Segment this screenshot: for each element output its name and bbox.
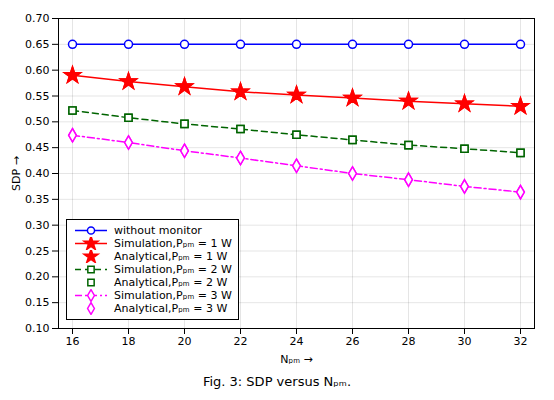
svg-text:0.70: 0.70 (25, 12, 50, 25)
svg-text:16: 16 (66, 335, 80, 348)
svg-text:0.65: 0.65 (25, 38, 50, 51)
svg-text:SDP →: SDP → (10, 156, 23, 191)
svg-text:Nₚₘ →: Nₚₘ → (280, 353, 313, 366)
svg-text:0.55: 0.55 (25, 90, 50, 103)
svg-text:0.40: 0.40 (25, 167, 50, 180)
svg-text:32: 32 (514, 335, 528, 348)
svg-text:28: 28 (402, 335, 416, 348)
svg-text:0.10: 0.10 (25, 322, 50, 335)
html-text:Analytical,Pₚₘ = 1 W: Analytical,Pₚₘ = 1 W (114, 250, 228, 263)
html-text:Simulation,Pₚₘ = 2 W: Simulation,Pₚₘ = 2 W (114, 263, 232, 276)
svg-text:0.20: 0.20 (25, 270, 50, 283)
svg-text:0.35: 0.35 (25, 193, 50, 206)
svg-text:0.50: 0.50 (25, 115, 50, 128)
svg-text:18: 18 (122, 335, 136, 348)
svg-text:0.60: 0.60 (25, 64, 50, 77)
svg-text:24: 24 (290, 335, 304, 348)
html-text:Analytical,Pₚₘ = 2 W: Analytical,Pₚₘ = 2 W (114, 276, 228, 289)
svg-text:0.45: 0.45 (25, 141, 50, 154)
html-text:without monitor: without monitor (114, 224, 202, 237)
html-text:Simulation,Pₚₘ = 1 W: Simulation,Pₚₘ = 1 W (114, 237, 232, 250)
svg-text:22: 22 (234, 335, 248, 348)
svg-text:30: 30 (458, 335, 472, 348)
html-text:Fig. 3: SDP versus Nₚₘ.: Fig. 3: SDP versus Nₚₘ. (202, 374, 352, 389)
svg-text:20: 20 (178, 335, 192, 348)
svg-text:0.15: 0.15 (25, 296, 50, 309)
svg-text:0.25: 0.25 (25, 245, 50, 258)
svg-text:26: 26 (346, 335, 360, 348)
html-text:Simulation,Pₚₘ = 3 W: Simulation,Pₚₘ = 3 W (114, 289, 232, 302)
html-text:Analytical,Pₚₘ = 3 W: Analytical,Pₚₘ = 3 W (114, 302, 228, 315)
svg-text:0.30: 0.30 (25, 219, 50, 232)
